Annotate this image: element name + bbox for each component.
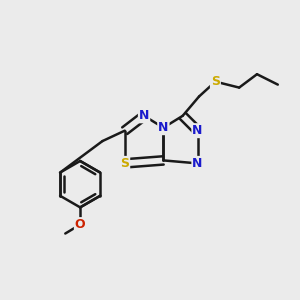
Text: S: S: [211, 75, 220, 88]
Text: N: N: [192, 124, 203, 137]
Text: O: O: [75, 218, 86, 231]
Text: N: N: [158, 121, 169, 134]
Text: S: S: [120, 157, 129, 170]
Text: N: N: [139, 109, 149, 122]
Text: N: N: [192, 157, 203, 170]
